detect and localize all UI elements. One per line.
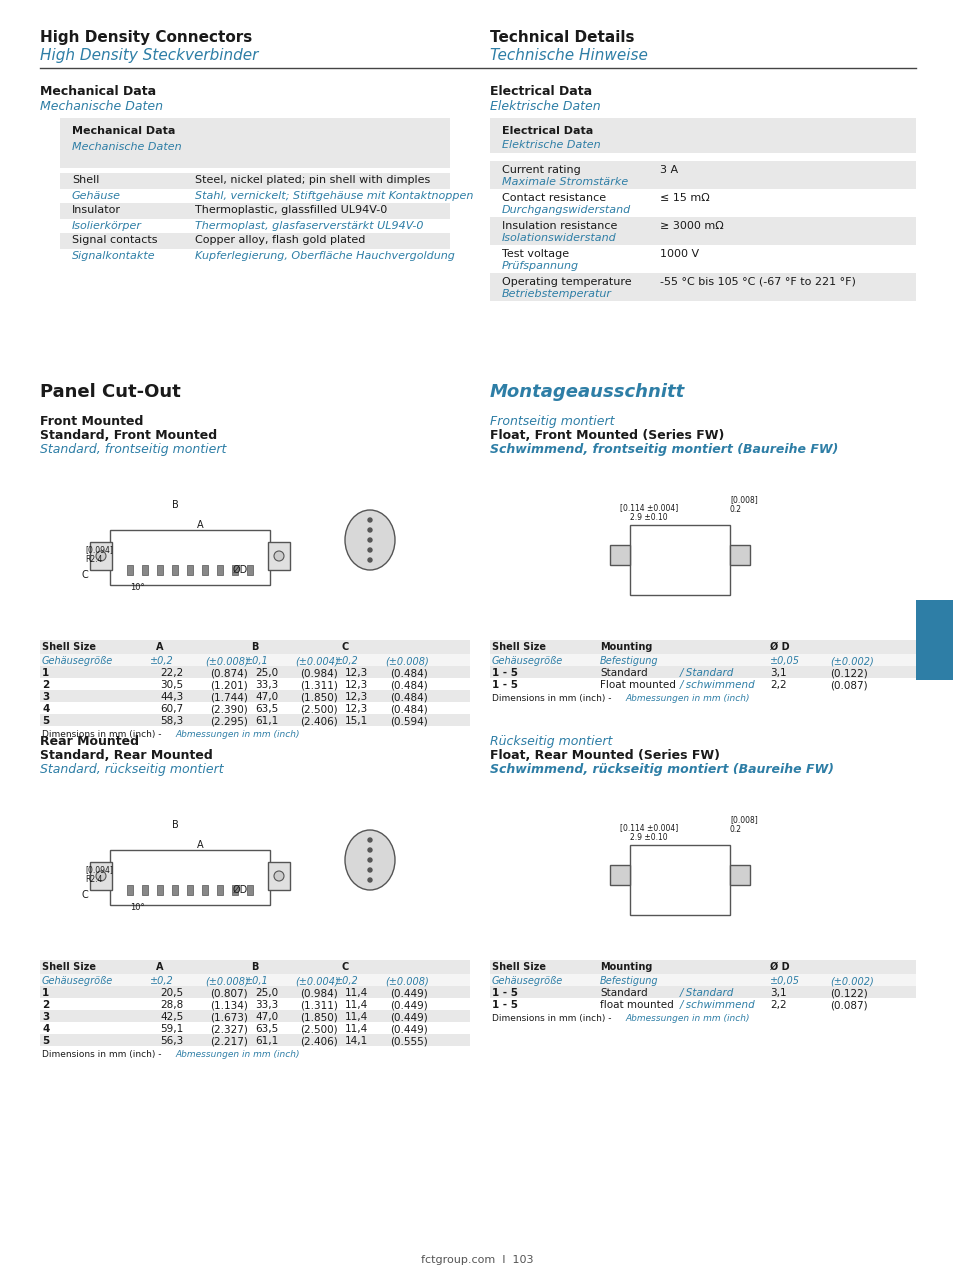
- Bar: [127, 565, 132, 575]
- Bar: [172, 885, 178, 895]
- Text: 5: 5: [42, 716, 50, 726]
- Text: -55 °C bis 105 °C (-67 °F to 221 °F): -55 °C bis 105 °C (-67 °F to 221 °F): [659, 277, 855, 287]
- Bar: [40, 974, 470, 986]
- Text: (1.673): (1.673): [210, 1013, 248, 1021]
- Bar: [490, 640, 915, 654]
- Text: High Density Connectors: High Density Connectors: [40, 31, 252, 45]
- Text: 12,3: 12,3: [345, 703, 368, 714]
- Text: 30,5: 30,5: [160, 681, 183, 689]
- Circle shape: [368, 848, 372, 852]
- Text: High Density Steckverbinder: High Density Steckverbinder: [40, 48, 258, 64]
- Text: Dimensions in mm (inch) -: Dimensions in mm (inch) -: [492, 695, 614, 703]
- Text: (2.327): (2.327): [210, 1024, 248, 1034]
- Ellipse shape: [345, 831, 395, 890]
- Text: ±0,1: ±0,1: [245, 976, 269, 986]
- Text: 4: 4: [42, 1024, 50, 1034]
- Text: Ø D: Ø D: [769, 962, 789, 972]
- Text: Stahl, vernickelt; Stiftgehäuse mit Kontaktnoppen: Stahl, vernickelt; Stiftgehäuse mit Kont…: [194, 191, 473, 201]
- Text: 59,1: 59,1: [160, 1024, 183, 1034]
- Text: ±0,2: ±0,2: [335, 656, 358, 667]
- Text: 12,3: 12,3: [345, 692, 368, 702]
- Text: (±0.008): (±0.008): [385, 656, 428, 667]
- Text: 56,3: 56,3: [160, 1035, 183, 1046]
- Text: (2.406): (2.406): [299, 716, 337, 726]
- Text: 33,3: 33,3: [254, 681, 278, 689]
- Text: (±0.002): (±0.002): [829, 656, 873, 667]
- Text: (1.850): (1.850): [299, 1013, 337, 1021]
- Text: Mechanical Data: Mechanical Data: [71, 126, 175, 136]
- Text: (0.449): (0.449): [390, 1000, 427, 1010]
- Text: 60,7: 60,7: [160, 703, 183, 714]
- Text: 1: 1: [42, 988, 50, 999]
- Text: ØD: ØD: [233, 885, 248, 895]
- Text: ØD: ØD: [233, 565, 248, 575]
- Text: Insulator: Insulator: [71, 205, 121, 215]
- Text: Abmessungen in mm (inch): Abmessungen in mm (inch): [174, 1049, 299, 1060]
- Text: 11,4: 11,4: [345, 1000, 368, 1010]
- Text: (0.449): (0.449): [390, 1013, 427, 1021]
- Text: Isolationswiderstand: Isolationswiderstand: [501, 233, 616, 243]
- Text: 61,1: 61,1: [254, 716, 278, 726]
- Text: (0.087): (0.087): [829, 681, 866, 689]
- Text: B: B: [172, 500, 178, 510]
- Text: Gehäusegröße: Gehäusegröße: [42, 976, 113, 986]
- Bar: [247, 565, 253, 575]
- Text: Abmessungen in mm (inch): Abmessungen in mm (inch): [174, 730, 299, 739]
- Bar: [142, 565, 148, 575]
- Bar: [40, 1034, 470, 1046]
- Text: float mounted: float mounted: [599, 1000, 673, 1010]
- Text: [0.008]
0.2: [0.008] 0.2: [729, 495, 757, 514]
- Bar: [202, 565, 208, 575]
- Text: B: B: [172, 820, 178, 831]
- Bar: [609, 865, 629, 885]
- Text: (1.311): (1.311): [299, 1000, 337, 1010]
- Text: 2,2: 2,2: [769, 1000, 786, 1010]
- Text: 3: 3: [42, 1013, 50, 1021]
- Text: 10°: 10°: [130, 583, 145, 591]
- Bar: [490, 273, 915, 301]
- Text: (0.449): (0.449): [390, 1024, 427, 1034]
- Text: (0.484): (0.484): [390, 681, 427, 689]
- Text: Mechanische Daten: Mechanische Daten: [71, 142, 181, 151]
- Text: (0.807): (0.807): [210, 988, 248, 999]
- Text: (1.744): (1.744): [210, 692, 248, 702]
- Circle shape: [368, 868, 372, 873]
- Bar: [40, 654, 470, 667]
- Text: 47,0: 47,0: [254, 692, 278, 702]
- Text: Mounting: Mounting: [599, 642, 652, 653]
- Text: (0.122): (0.122): [829, 988, 867, 999]
- Text: 3,1: 3,1: [769, 668, 786, 678]
- Text: (±0.008): (±0.008): [385, 976, 428, 986]
- Text: A: A: [156, 962, 164, 972]
- Bar: [490, 162, 915, 190]
- Text: (2.217): (2.217): [210, 1035, 248, 1046]
- Bar: [490, 960, 915, 974]
- Bar: [110, 530, 270, 585]
- Text: (2.500): (2.500): [299, 1024, 337, 1034]
- Text: ±0,1: ±0,1: [245, 656, 269, 667]
- Bar: [187, 565, 193, 575]
- Text: Schwimmend, rückseitig montiert (Baureihe FW): Schwimmend, rückseitig montiert (Baureih…: [490, 763, 833, 776]
- Text: / schwimmend: / schwimmend: [679, 681, 755, 689]
- Circle shape: [368, 838, 372, 842]
- Text: Dimensions in mm (inch) -: Dimensions in mm (inch) -: [42, 1049, 164, 1060]
- Text: ±0,05: ±0,05: [769, 976, 800, 986]
- Bar: [60, 204, 450, 219]
- Circle shape: [368, 859, 372, 862]
- Text: Rückseitig montiert: Rückseitig montiert: [490, 735, 612, 748]
- Bar: [60, 233, 450, 249]
- Text: [0.008]
0.2: [0.008] 0.2: [729, 815, 757, 834]
- Text: (0.484): (0.484): [390, 703, 427, 714]
- Text: Shell Size: Shell Size: [42, 962, 96, 972]
- Text: [0.094]
R2.4: [0.094] R2.4: [85, 865, 112, 884]
- Text: Elektrische Daten: Elektrische Daten: [490, 100, 600, 113]
- Bar: [609, 544, 629, 565]
- Text: ≥ 3000 mΩ: ≥ 3000 mΩ: [659, 221, 723, 232]
- Text: (±0.004): (±0.004): [294, 976, 338, 986]
- Text: 28,8: 28,8: [160, 1000, 183, 1010]
- Text: (0.449): (0.449): [390, 988, 427, 999]
- Text: (0.122): (0.122): [829, 668, 867, 678]
- Circle shape: [96, 551, 106, 561]
- Bar: [490, 974, 915, 986]
- Text: Kupferlegierung, Oberfläche Hauchvergoldung: Kupferlegierung, Oberfläche Hauchvergold…: [194, 251, 455, 261]
